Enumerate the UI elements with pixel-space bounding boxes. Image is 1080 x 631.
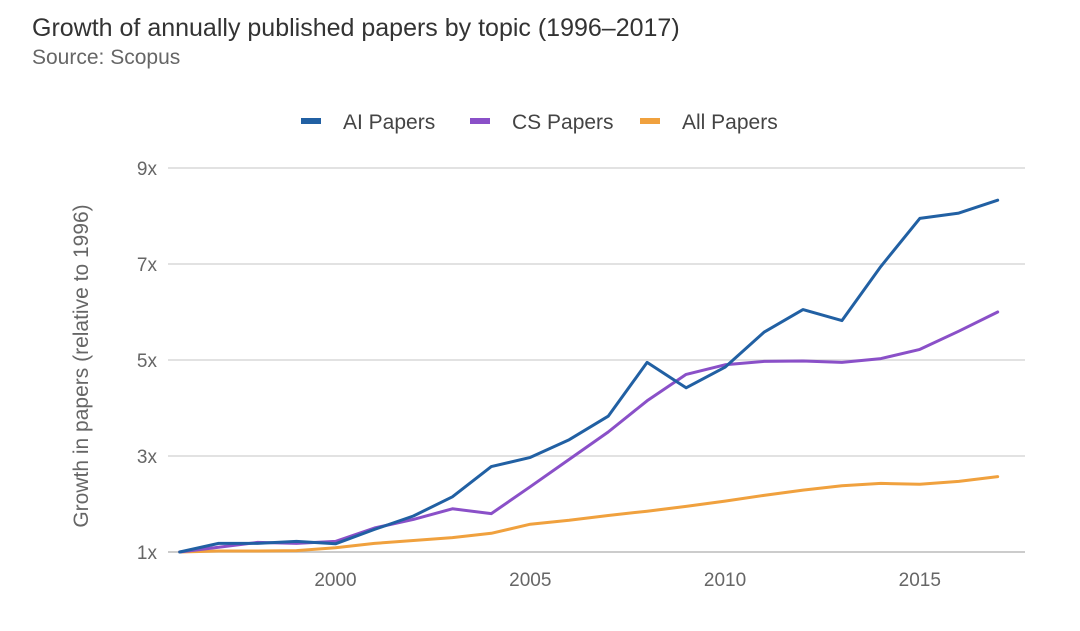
series-lines [178, 198, 1000, 554]
legend-item: CS Papers [470, 111, 614, 134]
y-tick-label: 7x [137, 255, 158, 276]
legend: AI Papers CS Papers All Papers [301, 111, 778, 134]
x-tick-label: 2005 [509, 570, 551, 591]
x-tick-label: 2000 [314, 570, 356, 591]
series-line-ai-papers [178, 198, 1000, 554]
x-axis-ticks: 2000 2005 2010 2015 [314, 570, 941, 591]
x-tick-label: 2015 [899, 570, 941, 591]
series-line-cs-papers [178, 310, 1000, 554]
gridlines [168, 167, 1025, 553]
legend-swatch [301, 118, 321, 124]
legend-label: CS Papers [512, 111, 614, 134]
legend-label: All Papers [682, 111, 778, 134]
chart-title: Growth of annually published papers by t… [32, 14, 680, 42]
y-tick-label: 5x [137, 351, 158, 372]
legend-label: AI Papers [343, 111, 435, 134]
y-tick-label: 9x [137, 159, 158, 180]
legend-swatch [640, 118, 660, 124]
legend-item: All Papers [640, 111, 778, 134]
y-axis-ticks: 1x 3x 5x 7x 9x [137, 159, 158, 564]
legend-item: AI Papers [301, 111, 435, 134]
chart-subtitle: Source: Scopus [32, 46, 181, 69]
series-line-all-papers [178, 475, 1000, 554]
y-axis-label: Growth in papers (relative to 1996) [70, 204, 93, 527]
legend-swatch [470, 118, 490, 124]
y-tick-label: 3x [137, 447, 158, 468]
x-tick-label: 2010 [704, 570, 746, 591]
y-tick-label: 1x [137, 543, 158, 564]
